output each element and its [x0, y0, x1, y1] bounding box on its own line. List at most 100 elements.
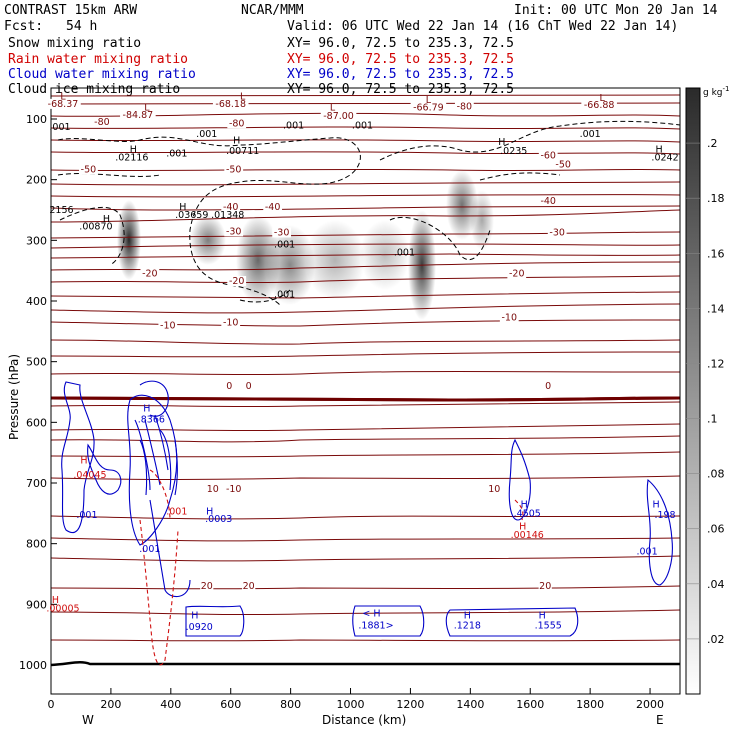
- contour-annotation: L: [426, 95, 432, 106]
- contour-annotation: 2156: [49, 205, 73, 216]
- contour-annotation: -40: [265, 202, 281, 213]
- annotation-backdrop: [227, 276, 247, 287]
- annotation-backdrop: [221, 317, 241, 328]
- contour-annotation: 10: [207, 484, 219, 495]
- colorbar-ticks: .2 .18 .16 .14 .12 .1 .08 .06 .04 .02: [686, 137, 725, 646]
- contour-annotation: .198: [654, 510, 675, 521]
- fcst-label: Fcst:: [4, 19, 43, 34]
- contour-annotation: -10: [223, 317, 239, 328]
- contour-annotation: 0: [246, 381, 252, 392]
- x-tick-label: 0: [48, 698, 55, 711]
- contour-annotation: .001: [283, 121, 304, 132]
- annotation-backdrop: [244, 380, 253, 391]
- contour-annotation: L: [599, 93, 605, 104]
- annotation-backdrop: [221, 202, 241, 212]
- contour-annotation: .001: [580, 129, 601, 140]
- contour-annotation: 10: [488, 484, 500, 495]
- x-tick-label: 600: [220, 698, 241, 711]
- y-tick-label: 600: [26, 416, 47, 429]
- contour-annotation: -84.87: [123, 110, 154, 121]
- contour-annotation: H: [539, 610, 546, 621]
- x-end-label-west: W: [82, 713, 94, 727]
- x-end-label-east: E: [656, 713, 664, 727]
- cloud-water-contours: [61, 380, 673, 637]
- contour-annotation: .03659: [175, 210, 208, 221]
- contour-annotation: H: [655, 144, 662, 155]
- annotation-backdrop: [547, 227, 567, 238]
- x-tick-label: 1800: [576, 698, 604, 711]
- field-name-snow: Snow mixing ratio: [8, 36, 141, 51]
- contour-annotation: H: [233, 135, 240, 146]
- contour-annotation: .001: [394, 248, 415, 259]
- field-name-rain: Rain water mixing ratio: [8, 52, 188, 67]
- x-tick-label: 200: [100, 698, 121, 711]
- contour-annotation: .001: [76, 510, 97, 521]
- contour-annotation: L: [240, 92, 246, 103]
- colorbar-tick-label: .04: [707, 578, 725, 591]
- contour-annotation: -68.37: [48, 99, 79, 110]
- colorbar-tick-label: .18: [707, 192, 725, 205]
- contour-annotation: -50: [81, 164, 97, 175]
- y-tick-label: 200: [26, 174, 47, 187]
- contour-annotation: -10: [226, 484, 242, 495]
- contour-annotation: -60: [540, 150, 556, 161]
- annotation-backdrop: [200, 581, 214, 592]
- contour-annotation: -80: [94, 117, 110, 128]
- contour-annotation: -50: [555, 160, 571, 171]
- contour-annotation: .1881>: [358, 621, 393, 632]
- annotation-backdrop: [410, 102, 447, 113]
- contour-annotation: H: [80, 456, 87, 467]
- init-time: Init: 00 UTC Mon 20 Jan 14: [514, 3, 718, 18]
- colorbar-tick-label: .2: [707, 137, 718, 150]
- annotation-backdrop: [454, 101, 474, 112]
- contour-annotation: 0: [226, 381, 232, 392]
- contour-annotation: L: [144, 103, 150, 114]
- annotation-backdrop: [272, 227, 292, 238]
- y-tick-label: 400: [26, 295, 47, 308]
- y-axis-ticks: 100 200 300 400 500 600 700 800 900 1000: [19, 113, 57, 672]
- valid-time: Valid: 06 UTC Wed 22 Jan 14 (16 ChT Wed …: [287, 19, 678, 34]
- contour-annotation: .001: [139, 544, 160, 555]
- fcst-value: 54 h: [66, 19, 97, 34]
- contour-annotation: .001: [166, 149, 187, 160]
- y-tick-label: 100: [26, 113, 47, 126]
- x-axis-ticks: 0 200 400 600 800 1000 1200 1400 1600 1800 2000: [48, 688, 664, 711]
- contour-annotation: .00005: [46, 604, 79, 615]
- colorbar-tick-label: .16: [707, 247, 725, 260]
- contour-annotation: .001: [196, 129, 217, 140]
- contour-annotation: H: [652, 499, 659, 510]
- contour-annotation: .001: [49, 122, 70, 133]
- field-xy-snow: XY= 96.0, 72.5 to 235.3, 72.5: [287, 36, 514, 51]
- x-tick-label: 1400: [456, 698, 484, 711]
- field-xy-ice: XY= 96.0, 72.5 to 235.3, 72.5: [287, 82, 514, 97]
- contour-annotation: 20: [539, 581, 551, 592]
- annotation-backdrop: [553, 159, 573, 170]
- contour-annotation: -40: [540, 196, 556, 207]
- x-tick-label: 1000: [337, 698, 365, 711]
- temperature-contours: [51, 94, 680, 642]
- contour-annotation: .00711: [226, 146, 259, 157]
- annotation-backdrop: [581, 100, 617, 111]
- contour-annotation: H: [519, 522, 526, 533]
- colorbar-tick-label: .1: [707, 413, 718, 426]
- contour-annotation: H: [464, 610, 471, 621]
- contour-annotation: .0242: [651, 152, 678, 163]
- annotation-backdrop: [487, 484, 501, 495]
- annotation-backdrop: [206, 484, 220, 495]
- model-title: CONTRAST 15km ARW: [4, 3, 137, 18]
- y-tick-label: 700: [26, 477, 47, 490]
- annotation-backdrop: [212, 98, 249, 109]
- contour-annotation: H: [206, 507, 213, 518]
- contour-annotation: .1218: [454, 621, 481, 632]
- contour-annotation: -80: [229, 118, 245, 129]
- contour-annotation: -30: [274, 227, 290, 238]
- contour-annotation: .4505: [514, 508, 541, 519]
- colorbar-tick-label: .14: [707, 302, 725, 315]
- contour-annotation: H: [179, 202, 186, 213]
- field-xy-cloud: XY= 96.0, 72.5 to 235.3, 72.5: [287, 67, 514, 82]
- contour-annotation: -10: [160, 320, 176, 331]
- colorbar-unit: g kg-1: [703, 85, 729, 98]
- contour-annotation: -10: [502, 312, 518, 323]
- contour-annotation: H: [52, 595, 59, 606]
